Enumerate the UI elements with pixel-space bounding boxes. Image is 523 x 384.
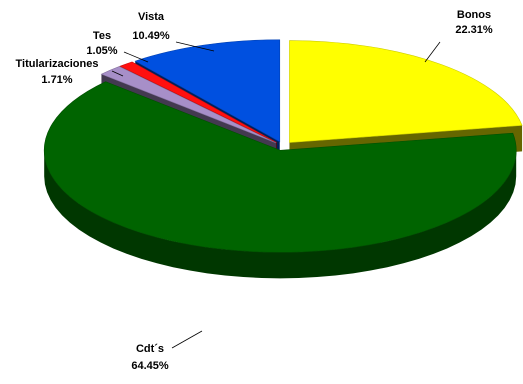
- slice-percent-vista: 10.49%: [132, 30, 170, 42]
- leader-line-bonos: [424, 41, 441, 63]
- slice-label-bonos: Bonos: [457, 9, 491, 21]
- pie-slice-titularizaciones: [100, 66, 277, 144]
- slice-percent-titularizaciones: 1.71%: [41, 74, 72, 86]
- leader-line-vista: [175, 41, 215, 52]
- pie-slice-tes: [119, 61, 277, 143]
- slice-percent-cdts: 64.45%: [131, 360, 169, 372]
- slice-label-vista: Vista: [138, 11, 165, 23]
- slice-label-tes: Tes: [93, 30, 111, 42]
- leader-line-titularizaciones: [111, 70, 124, 77]
- slice-label-titularizaciones: Titularizaciones: [16, 58, 99, 70]
- slice-percent-tes: 1.05%: [86, 45, 117, 57]
- pie-slice-side-cdts: [44, 150, 517, 279]
- slice-label-cdts: Cdt´s: [136, 343, 164, 355]
- leader-line-cdts: [171, 330, 203, 349]
- pie-slice-cdts: [43, 81, 517, 253]
- pie-slice-bonos: [289, 40, 523, 143]
- slice-percent-bonos: 22.31%: [455, 24, 493, 36]
- leader-line-tes: [123, 51, 149, 63]
- pie-slice-tops: [43, 39, 523, 253]
- pie-slice-vista: [134, 39, 281, 143]
